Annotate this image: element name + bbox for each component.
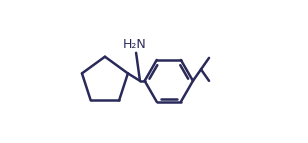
Text: H₂N: H₂N — [123, 38, 146, 51]
